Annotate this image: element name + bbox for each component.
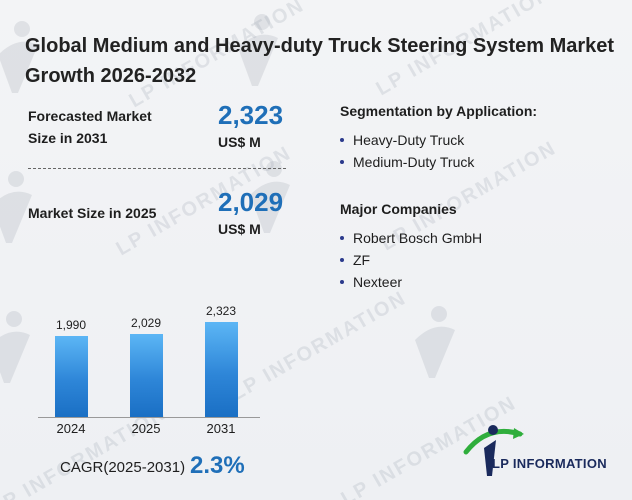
bullet-icon <box>340 160 344 164</box>
forecast-value: 2,323 <box>218 100 284 130</box>
bar-2025 <box>130 334 163 417</box>
list-item: Robert Bosch GmbH <box>340 227 482 249</box>
watermark-logo-icon <box>0 311 30 383</box>
company-label: Robert Bosch GmbH <box>353 230 483 246</box>
company-label: ZF <box>353 252 371 268</box>
segment-label: Heavy-Duty Truck <box>353 132 465 148</box>
bar-2031 <box>205 322 238 417</box>
brand-name: LP INFORMATION <box>492 456 607 471</box>
current-value: 2,029 <box>218 187 284 217</box>
list-item: Nexteer <box>340 271 482 293</box>
company-label: Nexteer <box>353 274 403 290</box>
bullet-icon <box>340 236 344 240</box>
bar-2024 <box>55 336 88 417</box>
segment-label: Medium-Duty Truck <box>353 154 475 170</box>
bar-value-label: 2,323 <box>205 304 237 318</box>
bullet-icon <box>340 280 344 284</box>
bar-value-label: 2,029 <box>130 316 162 330</box>
bullet-icon <box>340 258 344 262</box>
companies-list: Robert Bosch GmbH ZF Nexteer <box>340 227 482 293</box>
list-item: Medium-Duty Truck <box>340 151 474 173</box>
cagr-label: CAGR(2025-2031) <box>60 459 186 476</box>
forecast-unit: US$ M <box>218 134 261 150</box>
bar-value-label: 1,990 <box>55 318 87 332</box>
segmentation-title: Segmentation by Application: <box>340 103 538 119</box>
kpi-divider <box>28 168 286 169</box>
current-unit: US$ M <box>218 221 261 237</box>
bar-category-label: 2025 <box>131 421 161 436</box>
watermark-logo-icon <box>415 306 455 378</box>
companies-title: Major Companies <box>340 201 457 217</box>
bar-category-label: 2031 <box>206 421 236 436</box>
current-label: Market Size in 2025 <box>28 205 157 221</box>
lp-information-logo-icon <box>463 425 524 476</box>
page-title: Global Medium and Heavy-duty Truck Steer… <box>25 35 615 87</box>
segmentation-list: Heavy-Duty Truck Medium-Duty Truck <box>340 129 474 173</box>
forecast-label: Forecasted Market Size in 2031 <box>28 108 152 146</box>
watermark-text: LP INFORMATION <box>227 286 411 406</box>
bullet-icon <box>340 138 344 142</box>
bar-category-label: 2024 <box>56 421 86 436</box>
cagr-value: 2.3% <box>190 452 245 479</box>
list-item: ZF <box>340 249 482 271</box>
x-axis <box>38 417 260 418</box>
list-item: Heavy-Duty Truck <box>340 129 474 151</box>
